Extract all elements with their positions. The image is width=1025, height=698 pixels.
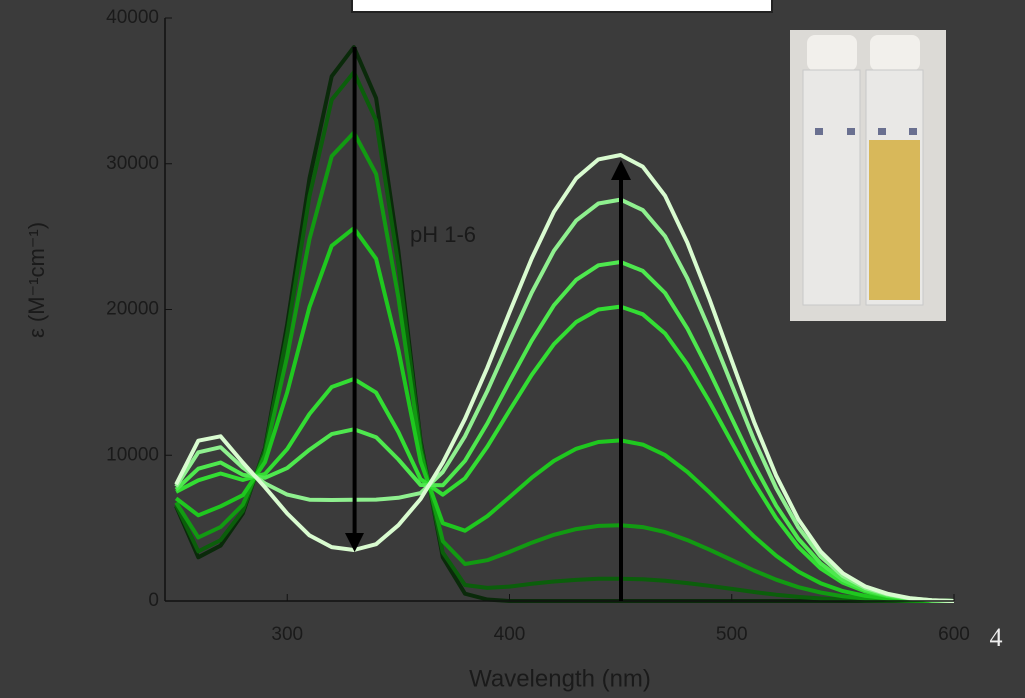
x-tick-label: 500 — [716, 624, 748, 645]
x-tick-label: 400 — [494, 624, 526, 645]
marker — [815, 128, 823, 135]
cap — [870, 35, 920, 71]
y-tick-label: 40000 — [106, 7, 159, 28]
cap — [807, 35, 857, 71]
marker — [847, 128, 855, 135]
page-number: 4 — [990, 623, 1003, 652]
inset-photo — [790, 30, 946, 321]
annotation: pH 1-6 — [410, 222, 476, 247]
y-tick-label: 20000 — [106, 299, 159, 320]
y-axis-label: ε (M⁻¹cm⁻¹) — [24, 222, 49, 338]
title-box — [352, 0, 772, 12]
y-tick-label: 0 — [148, 590, 159, 611]
marker — [909, 128, 917, 135]
marker — [878, 128, 886, 135]
cuvette — [803, 70, 860, 305]
x-tick-label: 300 — [271, 624, 303, 645]
x-tick-label: 600 — [938, 624, 970, 645]
y-tick-label: 30000 — [106, 153, 159, 174]
x-axis-label: Wavelength (nm) — [469, 665, 651, 692]
slide: pH 1-6 Wavelength (nm) ε (M⁻¹cm⁻¹) 4 0 10… — [0, 0, 1025, 698]
y-tick-label: 10000 — [106, 444, 159, 465]
yellow-solution — [869, 140, 920, 300]
